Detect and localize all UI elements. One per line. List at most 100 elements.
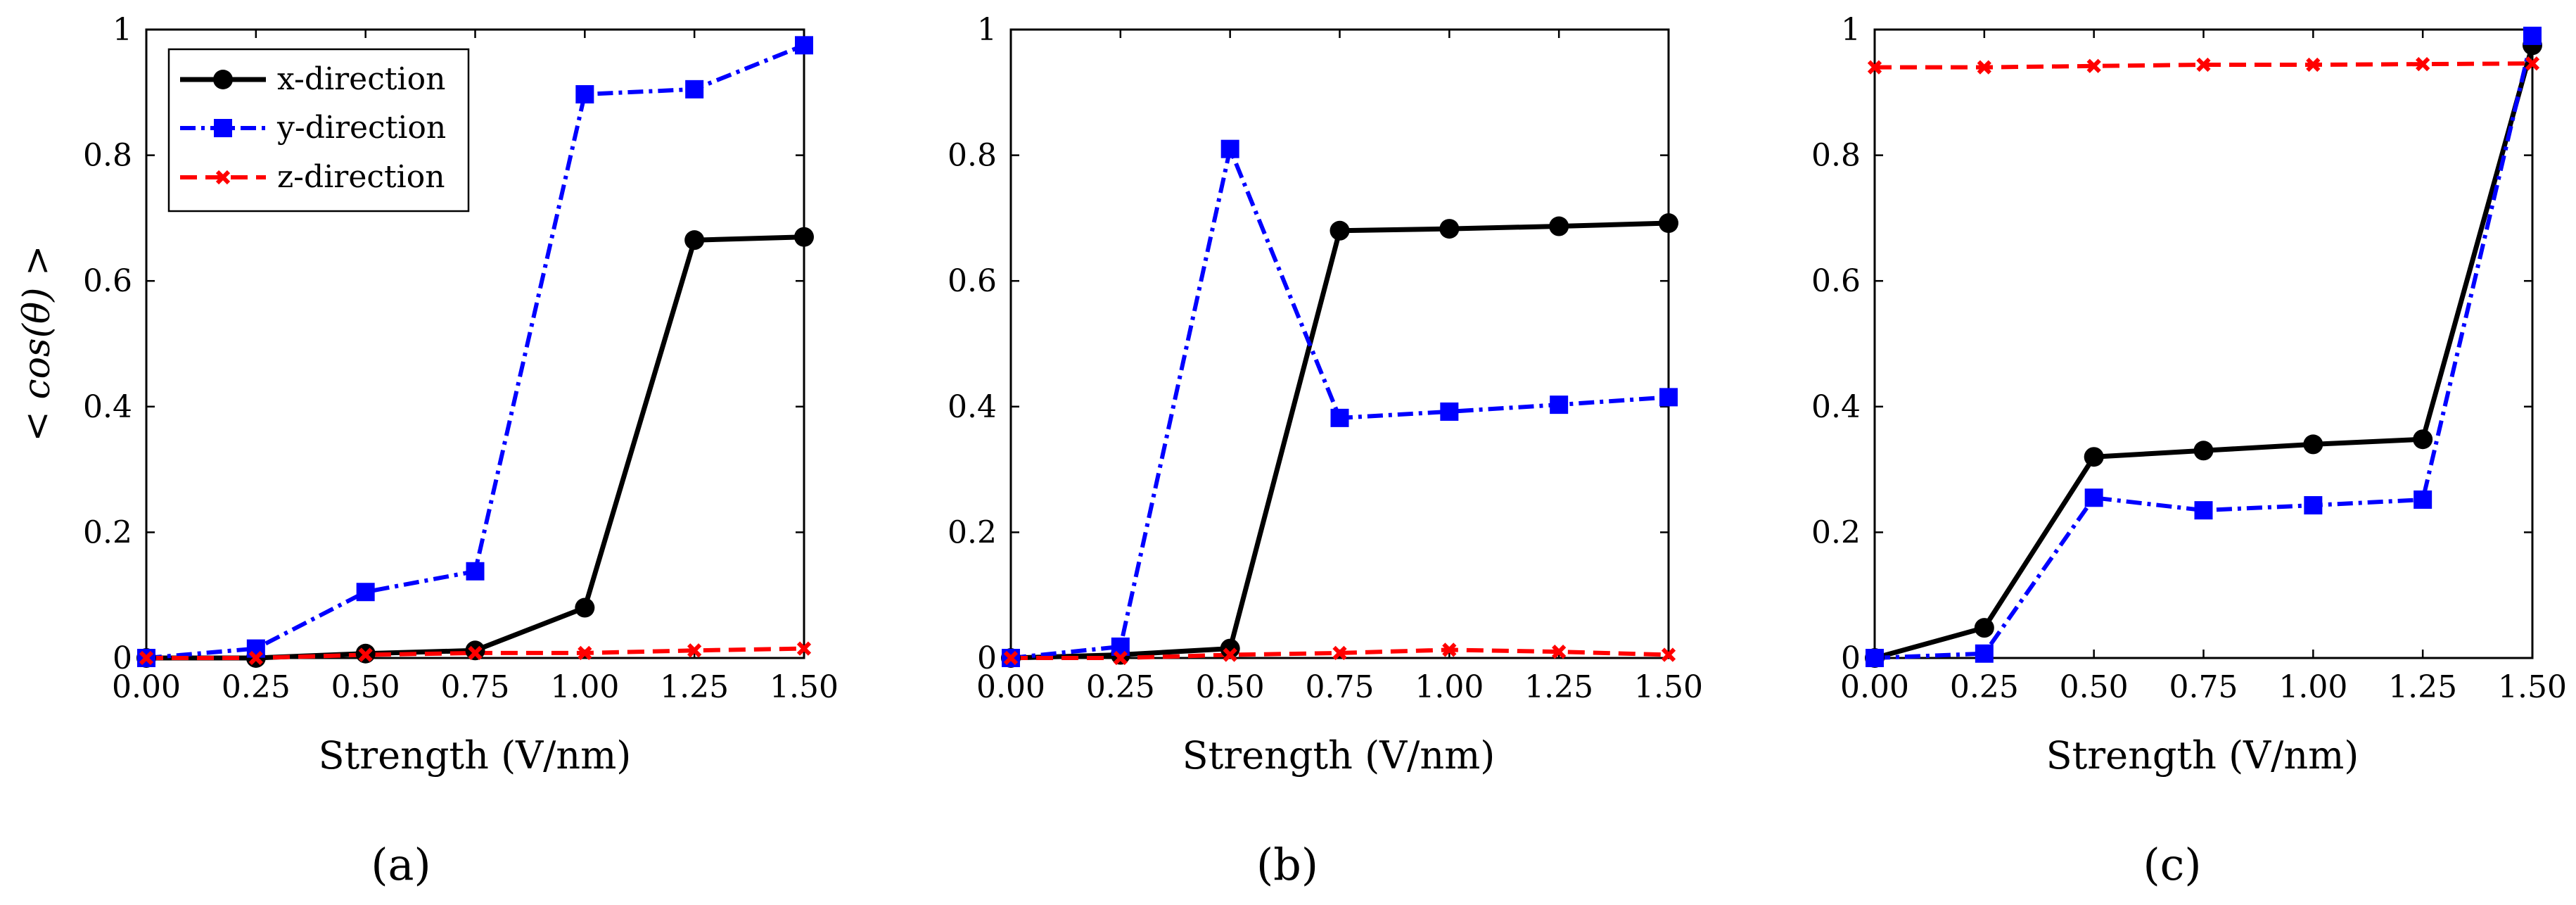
x-tick-label: 1.50	[770, 669, 839, 705]
data-point-z	[1223, 647, 1237, 662]
x-tick-label: 0.50	[331, 669, 400, 705]
series-line-x	[1874, 44, 2535, 661]
data-point-y	[1975, 644, 1994, 663]
x-tick-label: 0.25	[1950, 669, 2019, 705]
x-tick-label: 1.50	[1634, 669, 1703, 705]
x-tick-label: 1.25	[2388, 669, 2457, 705]
y-tick-label: 0.4	[83, 389, 132, 425]
x-tick-label: 0.00	[112, 669, 181, 705]
data-point-y	[2414, 490, 2432, 509]
tick-group: 0.00 0.25 0.50 0.75 1.00 1.25 1.50 0 0.2 0.4 0.6 0.…	[948, 12, 1703, 705]
panel-label-c: (c)	[2143, 839, 2201, 890]
data-point-x	[2303, 434, 2323, 455]
legend-entry-y: y-direction	[180, 110, 446, 146]
data-point-y	[1330, 408, 1349, 427]
data-point-z	[1113, 650, 1128, 666]
legend: x-direction y-direction z-direction	[167, 48, 470, 213]
data-point-y	[1220, 139, 1239, 158]
data-point-x	[1549, 216, 1569, 236]
x-tick-label: 1.00	[2278, 669, 2347, 705]
panel-label-b: (b)	[1256, 839, 1318, 890]
y-tick-label: 0.6	[948, 263, 997, 299]
data-point-x	[1439, 219, 1460, 239]
data-point-z	[358, 647, 373, 662]
x-tick-label: 1.25	[660, 669, 729, 705]
chart-panel-a: 0.00 0.25 0.50 0.75 1.00 1.25 1.50 0 0.2 0.4 0.6 0.…	[16, 12, 839, 890]
x-tick-label: 0.75	[441, 669, 510, 705]
data-point-x	[1659, 213, 1678, 234]
data-point-z	[1003, 650, 1019, 666]
y-tick-label: 0.4	[1811, 389, 1861, 425]
y-tick-label: 0.4	[948, 389, 997, 425]
x-tick-label: 1.00	[550, 669, 619, 705]
data-point-y	[2523, 26, 2542, 45]
series-markers	[1865, 26, 2542, 668]
data-point-z	[2525, 56, 2540, 71]
legend-marker-x	[213, 70, 233, 89]
data-point-z	[248, 650, 263, 666]
legend-label-z: z-direction	[277, 159, 445, 195]
x-tick-label: 1.25	[1524, 669, 1593, 705]
plot-area-frame	[1009, 28, 1670, 659]
series-markers	[1001, 139, 1678, 668]
series-markers	[136, 36, 814, 668]
x-axis-label: Strength (V/nm)	[1182, 733, 1496, 778]
data-point-x	[2084, 447, 2104, 467]
x-tick-label: 0.75	[1306, 669, 1375, 705]
data-point-x	[1330, 220, 1350, 241]
data-point-z	[796, 641, 812, 656]
data-point-y	[1440, 402, 1459, 421]
data-point-z	[2306, 57, 2321, 72]
y-tick-label: 0.8	[1811, 138, 1861, 174]
x-tick-label: 0.00	[976, 669, 1045, 705]
tick-group: 0.00 0.25 0.50 0.75 1.00 1.25 1.50 0 0.2 0.4 0.6 0.…	[1811, 12, 2567, 705]
x-tick-label: 0.00	[1840, 669, 1909, 705]
y-tick-label: 0.2	[948, 514, 997, 550]
y-tick-label: 0.6	[1811, 263, 1861, 299]
y-tick-label: 0.2	[83, 514, 132, 550]
data-point-z	[139, 650, 154, 666]
data-point-y	[356, 583, 375, 602]
legend-label-y: y-direction	[276, 110, 446, 146]
data-point-z	[2196, 57, 2211, 72]
y-tick-label: 0	[1841, 640, 1861, 676]
legend-marker-y	[214, 119, 232, 137]
data-point-y	[2304, 496, 2323, 515]
data-point-y	[685, 80, 704, 99]
x-tick-label: 1.50	[2498, 669, 2567, 705]
legend-marker-z	[215, 170, 231, 185]
data-point-x	[1220, 638, 1240, 659]
data-point-y	[1550, 395, 1569, 414]
data-point-y	[575, 84, 594, 103]
data-point-z	[578, 645, 592, 660]
data-point-y	[2194, 501, 2213, 520]
legend-label-x: x-direction	[277, 61, 445, 97]
legend-entry-z: z-direction	[180, 159, 445, 195]
data-point-z	[1661, 647, 1676, 662]
data-point-x	[794, 227, 814, 247]
y-tick-label: 0	[113, 640, 132, 676]
data-point-y	[1111, 637, 1130, 656]
series-line-y	[1874, 35, 2534, 660]
tick-group: 0.00 0.25 0.50 0.75 1.00 1.25 1.50 0 0.2 0.4 0.6 0.…	[83, 12, 839, 705]
data-point-z	[2086, 58, 2101, 73]
panel-label-a: (a)	[371, 839, 431, 890]
data-point-y	[466, 562, 485, 581]
x-tick-label: 0.50	[2060, 669, 2129, 705]
chart-panel-c: 0.00 0.25 0.50 0.75 1.00 1.25 1.50 0 0.2 0.4 0.6 0.…	[1811, 12, 2567, 890]
x-tick-label: 0.25	[1086, 669, 1155, 705]
data-point-x	[2413, 429, 2433, 450]
data-point-y	[246, 639, 265, 658]
series-line-x	[146, 234, 805, 661]
x-axis-label: Strength (V/nm)	[2046, 733, 2359, 778]
data-point-z	[2416, 56, 2430, 72]
x-tick-label: 0.50	[1196, 669, 1265, 705]
data-point-y	[1659, 388, 1678, 407]
series-line-x	[1010, 220, 1669, 661]
series-lines	[1874, 35, 2535, 661]
data-point-x	[1974, 618, 1994, 638]
x-tick-label: 0.25	[222, 669, 291, 705]
y-tick-label: 0.8	[948, 138, 997, 174]
y-tick-label: 1	[113, 12, 132, 48]
